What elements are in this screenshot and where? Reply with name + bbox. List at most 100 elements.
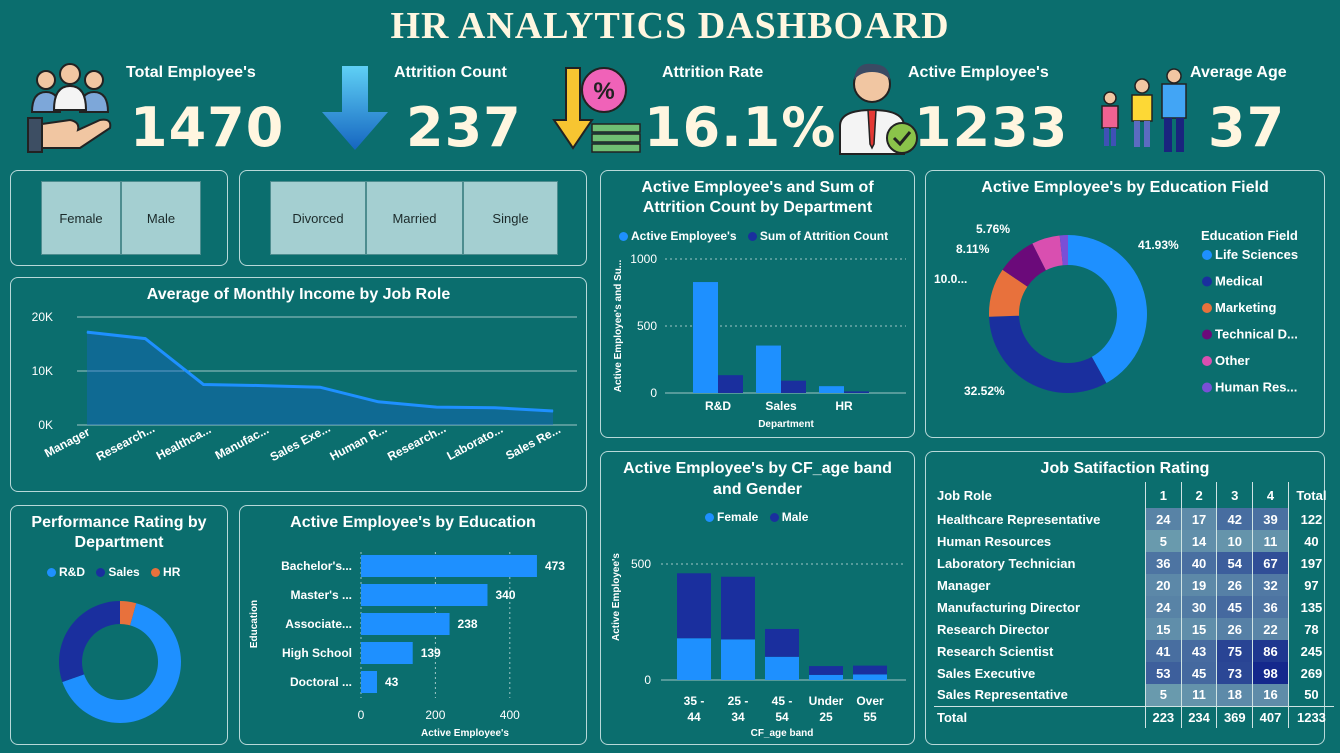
income-point [261,385,263,387]
table-row: Human Resources 5 14 10 11 40 [934,530,1334,552]
edu-field-legend-item: Marketing [1215,300,1276,315]
edu-y-tick: Associate... [285,617,352,631]
income-area [87,332,553,425]
slicer-single[interactable]: Single [463,181,558,255]
rating-cell: 5 [1144,530,1182,552]
col-total[interactable]: Total [1287,482,1334,508]
table-row: Sales Representative 5 11 18 16 50 [934,684,1334,706]
edu-field-legend-dot [1202,303,1212,313]
kpi-attrition-count: Attrition Count 237 [320,60,530,160]
age-chart-legend: Female Male [705,510,816,524]
edu-field-slice [1002,243,1046,287]
col-rating-2[interactable]: 2 [1180,482,1217,508]
edu-bar-value: 473 [545,559,565,573]
rating-cell: 22 [1252,618,1289,640]
rating-cell: 11 [1180,684,1217,706]
perf-slice [58,601,120,682]
dept-bar-attrition [781,380,806,393]
job-role-cell: Human Resources [937,533,1052,549]
edu-field-legend-item: Life Sciences [1215,247,1298,262]
age-x-tick: 45 - [772,694,793,708]
total-value: 407 [1252,705,1289,728]
down-arrow-icon [322,66,388,150]
edu-y-tick: Bachelor's... [281,559,352,573]
rating-cell: 17 [1180,508,1217,530]
svg-text:%: % [593,78,614,105]
dept-x-tick: Sales [765,399,797,413]
col-rating-1[interactable]: 1 [1144,482,1182,508]
edu-y-tick: Doctoral ... [290,675,352,689]
dept-y-tick: 0 [650,386,657,400]
age-x-tick: 55 [863,710,877,724]
dept-bar-active [693,282,718,393]
slicer-male[interactable]: Male [121,181,201,255]
edu-field-slice [989,315,1107,393]
rating-cell: 20 [1144,574,1182,596]
job-role-cell: Sales Executive [937,665,1036,681]
slicer-female[interactable]: Female [41,181,121,255]
legend-attrition-count: Sum of Attrition Count [747,229,888,243]
family-ages-icon [1101,68,1187,152]
edu-bar-value: 340 [495,588,515,602]
rating-cell: 41 [1144,640,1182,662]
edu-field-legend-dot [1202,356,1212,366]
slicer-married[interactable]: Married [366,181,463,255]
job-role-cell: Manager [937,577,991,593]
slicer-divorced[interactable]: Divorced [270,181,366,255]
education-chart-title: Active Employee's by Education [290,514,536,531]
perf-chart-title-2: Department [74,534,164,551]
rating-cell: 36 [1144,552,1182,574]
age-band-chart: Active Employee's by CF_age band and Gen… [600,451,915,745]
age-bar-male [853,665,887,675]
age-chart-svg: 500 0 Active Employee's 35 - 44 25 - 34 45 - 54 U… [611,553,906,739]
age-chart-title-2: and Gender [713,481,802,498]
col-rating-4[interactable]: 4 [1252,482,1289,508]
edu-field-label-other: 5.76% [976,222,1010,236]
rating-cell: 24 [1144,596,1182,618]
age-y-tick: 500 [631,557,651,571]
edu-y-tick: Master's ... [290,588,352,602]
income-point [436,406,437,408]
kpi-attrition-rate-label: Attrition Rate [662,64,764,81]
kpi-attrition-rate-value: 16.1% [644,96,837,159]
col-job-role[interactable]: Job Role [937,487,992,503]
rating-cell: 32 [1252,574,1289,596]
edu-field-legend-dot [1202,276,1212,287]
edu-field-slice [1059,235,1068,266]
income-point [319,386,321,388]
rating-cell: 75 [1216,640,1253,662]
income-point [203,384,204,385]
kpi-total-employees: Total Employee's 1470 [20,60,283,160]
kpi-active-employees-value: 1233 [914,96,1069,159]
total-cell: 97 [1287,574,1334,596]
income-point [552,410,554,412]
total-cell: 197 [1287,552,1334,574]
job-role-cell: Sales Representative [937,687,1068,703]
kpi-total-employees-value: 1470 [130,96,285,159]
dept-bar-active [819,386,844,393]
kpi-attrition-count-value: 237 [406,96,522,159]
income-point [494,407,496,409]
edu-bar-value: 43 [385,675,399,689]
job-satisfaction-table: Job Role 1 2 3 4 Total Healthcare Repres… [934,482,1334,728]
kpi-attrition-count-label: Attrition Count [394,64,507,81]
rating-cell: 15 [1144,618,1182,640]
age-x-label: CF_age band [751,728,814,739]
age-bar-female [765,656,799,680]
table-row: Manager 20 19 26 32 97 [934,574,1334,596]
rating-cell: 19 [1180,574,1217,596]
education-chart-svg: 0 200 400 473 Bachelor's... 340 Master's ... 23… [249,552,565,739]
edu-field-slice [1032,235,1063,271]
age-x-tick: Under [809,694,844,708]
job-sat-title: Job Satifaction Rating [1040,460,1210,477]
table-row: Sales Executive 53 45 73 98 269 [934,662,1334,684]
edu-field-legend-title: Education Field [1201,228,1298,243]
col-rating-3[interactable]: 3 [1216,482,1253,508]
age-x-tick: 25 [819,710,833,724]
edu-field-label-marketing: 10.0... [934,272,967,286]
rating-cell: 86 [1252,640,1289,662]
job-satisfaction-table-panel: Job Satifaction Rating Job Role 1 2 3 4 … [925,451,1334,745]
kpi-attrition-rate: % Attrition Rate 16.1% [552,60,835,160]
age-x-tick: 35 - [684,694,705,708]
